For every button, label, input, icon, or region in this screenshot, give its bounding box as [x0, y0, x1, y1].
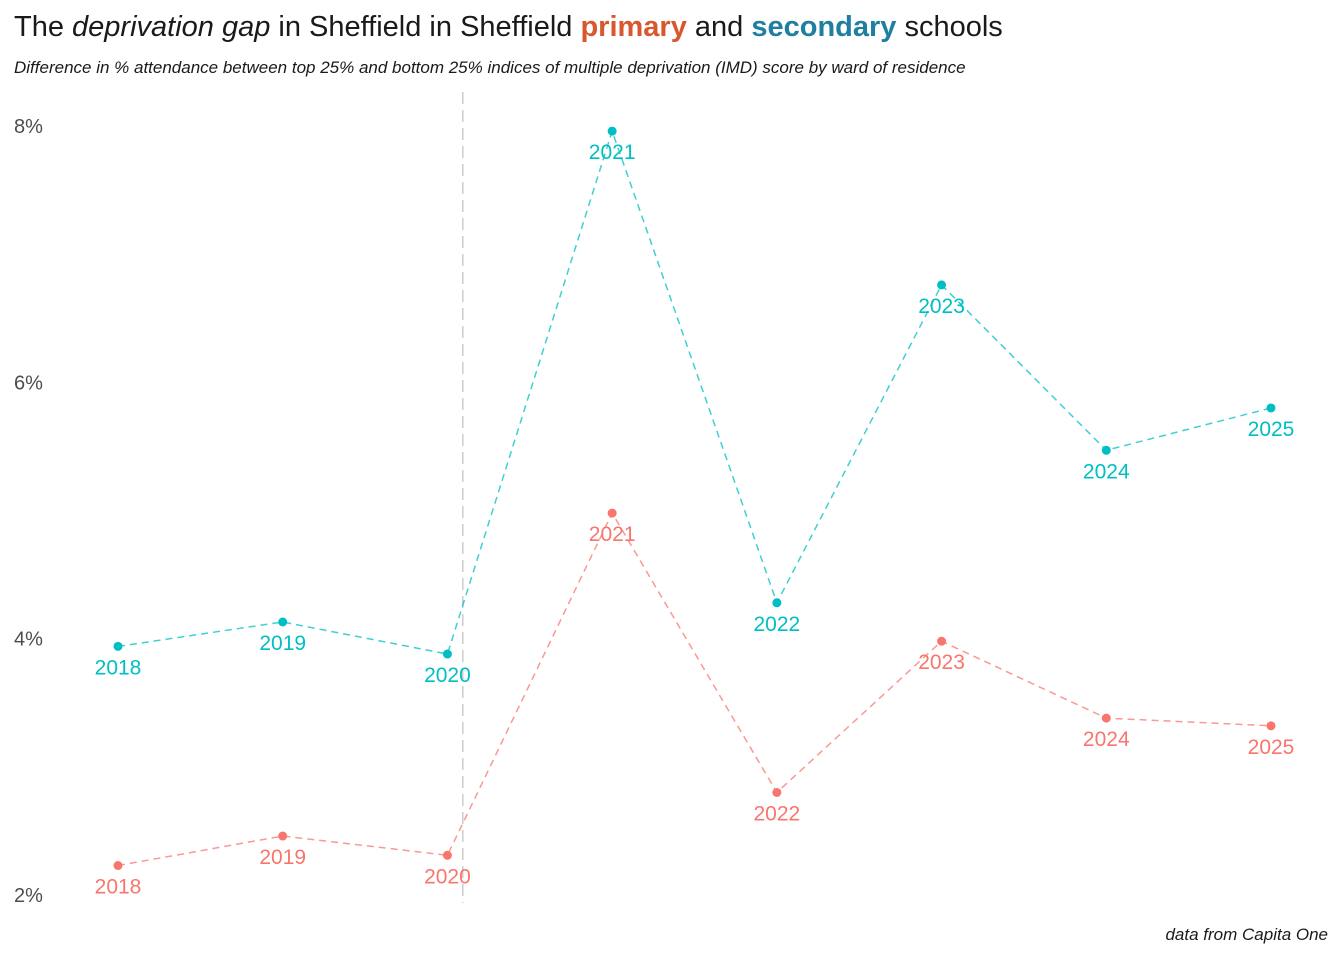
secondary-point — [607, 126, 617, 136]
primary-point — [772, 787, 782, 797]
secondary-point — [442, 649, 452, 659]
primary-point-label: 2018 — [95, 876, 142, 899]
primary-point-label: 2021 — [589, 523, 636, 546]
primary-point-label: 2025 — [1248, 736, 1295, 759]
secondary-point — [772, 598, 782, 608]
title-emphasis: deprivation gap — [72, 11, 271, 43]
primary-series-line — [117, 511, 1272, 867]
title-part-1: The — [14, 11, 73, 43]
title-secondary-word: secondary — [751, 11, 897, 43]
secondary-point — [1266, 403, 1276, 413]
secondary-point — [113, 641, 123, 651]
secondary-point-label: 2019 — [259, 632, 306, 655]
secondary-series-line — [117, 128, 1272, 655]
primary-point — [607, 508, 617, 518]
y-tick-label: 8% — [14, 116, 43, 138]
primary-point — [1101, 713, 1111, 723]
primary-point-label: 2020 — [424, 865, 471, 888]
primary-point-label: 2024 — [1083, 728, 1130, 751]
primary-point-label: 2023 — [918, 651, 965, 674]
secondary-point — [1101, 445, 1111, 455]
secondary-point-label: 2024 — [1083, 460, 1130, 483]
secondary-point-label: 2023 — [918, 295, 965, 318]
secondary-point-label: 2025 — [1248, 418, 1295, 441]
primary-point — [1266, 721, 1276, 731]
primary-point — [937, 636, 947, 646]
y-tick-label: 2% — [14, 885, 43, 907]
y-tick-label: 4% — [14, 629, 43, 651]
title-part-4: and — [686, 11, 752, 43]
secondary-point — [278, 617, 288, 627]
primary-point — [113, 861, 123, 871]
title-primary-word: primary — [580, 11, 687, 43]
chart-subtitle: Difference in % attendance between top 2… — [14, 58, 966, 77]
secondary-point-label: 2018 — [95, 656, 142, 679]
primary-point — [442, 850, 452, 860]
secondary-point-label: 2020 — [424, 664, 471, 687]
title-part-3: in Sheffield in Sheffield — [270, 11, 581, 43]
primary-point-label: 2022 — [753, 802, 800, 825]
chart-caption: data from Capita One — [1165, 925, 1328, 944]
chart-title: The deprivation gap in Sheffield in Shef… — [14, 8, 1003, 46]
y-tick-label: 6% — [14, 372, 43, 394]
secondary-point-label: 2022 — [753, 613, 800, 636]
primary-point-label: 2019 — [259, 846, 306, 869]
secondary-point — [937, 280, 947, 290]
primary-point — [278, 831, 288, 841]
title-part-5: schools — [896, 11, 1003, 43]
secondary-point-label: 2021 — [589, 141, 636, 164]
